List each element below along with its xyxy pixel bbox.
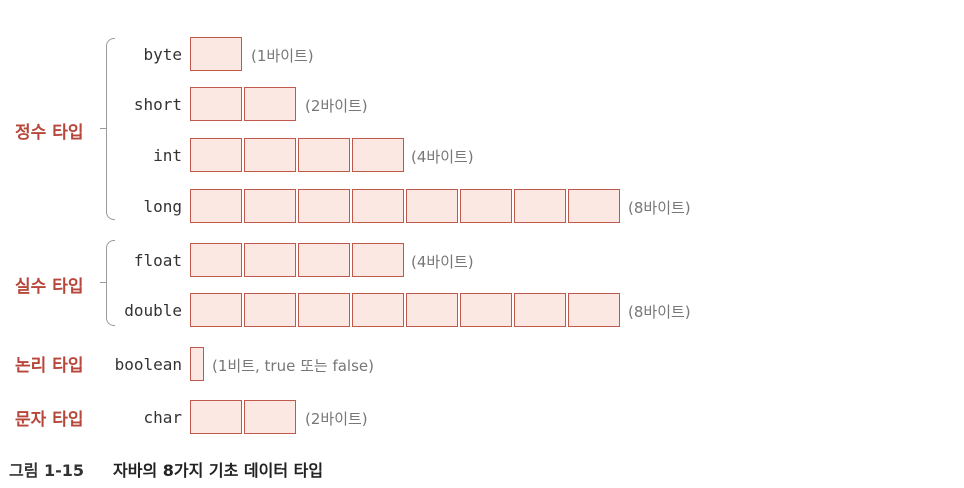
- byte-cell: [298, 138, 350, 172]
- byte-cell: [352, 189, 404, 223]
- group-label-real: 실수 타입: [15, 277, 84, 297]
- type-name: byte: [143, 45, 182, 64]
- byte-cell: [190, 87, 242, 121]
- byte-cell: [352, 293, 404, 327]
- bit-cell-box: [190, 347, 204, 381]
- byte-cells: [190, 87, 298, 121]
- byte-cell: [298, 243, 350, 277]
- type-name: double: [124, 301, 182, 320]
- group-label-character: 문자 타입: [15, 410, 84, 430]
- byte-cell: [514, 189, 566, 223]
- byte-cell: [244, 400, 296, 434]
- byte-cells: [190, 189, 622, 223]
- size-note: (2바이트): [305, 410, 368, 428]
- byte-cell: [568, 189, 620, 223]
- byte-cell: [190, 400, 242, 434]
- integer-group-brace: [106, 38, 115, 220]
- real-brace-tip: [100, 282, 106, 283]
- type-name: long: [143, 197, 182, 216]
- figure-caption: 자바의 8가지 기초 데이터 타입: [113, 461, 324, 480]
- group-label-logical: 논리 타입: [15, 356, 84, 376]
- type-name: boolean: [114, 355, 182, 374]
- byte-cells: [190, 138, 406, 172]
- byte-cell: [460, 293, 512, 327]
- byte-cell: [460, 189, 512, 223]
- byte-cell: [190, 293, 242, 327]
- size-note: (8바이트): [628, 303, 691, 321]
- real-group-brace: [106, 240, 115, 326]
- byte-cell: [190, 243, 242, 277]
- byte-cells: [190, 293, 622, 327]
- size-note: (4바이트): [411, 253, 474, 271]
- byte-cell: [190, 138, 242, 172]
- byte-cell: [244, 87, 296, 121]
- byte-cell: [352, 138, 404, 172]
- type-name: char: [143, 408, 182, 427]
- byte-cell: [190, 37, 242, 71]
- size-note: (4바이트): [411, 148, 474, 166]
- size-note: (8바이트): [628, 199, 691, 217]
- size-note: (2바이트): [305, 97, 368, 115]
- byte-cell: [244, 189, 296, 223]
- byte-cell: [298, 189, 350, 223]
- byte-cell: [244, 293, 296, 327]
- type-name: float: [133, 251, 182, 270]
- byte-cell: [352, 243, 404, 277]
- byte-cell: [190, 189, 242, 223]
- integer-brace-tip: [100, 128, 106, 129]
- byte-cell: [514, 293, 566, 327]
- byte-cell: [568, 293, 620, 327]
- figure-label: 그림 1-15: [9, 461, 85, 480]
- byte-cells: [190, 400, 298, 434]
- byte-cell: [406, 293, 458, 327]
- byte-cells: [190, 243, 406, 277]
- size-note: (1비트, true 또는 false): [212, 357, 374, 375]
- type-name: int: [153, 146, 182, 165]
- type-name: short: [133, 95, 182, 114]
- bit-cell: [190, 347, 206, 381]
- byte-cells: [190, 37, 244, 71]
- byte-cell: [406, 189, 458, 223]
- size-note: (1바이트): [251, 47, 314, 65]
- byte-cell: [298, 293, 350, 327]
- group-label-integer: 정수 타입: [15, 123, 84, 143]
- byte-cell: [244, 138, 296, 172]
- byte-cell: [244, 243, 296, 277]
